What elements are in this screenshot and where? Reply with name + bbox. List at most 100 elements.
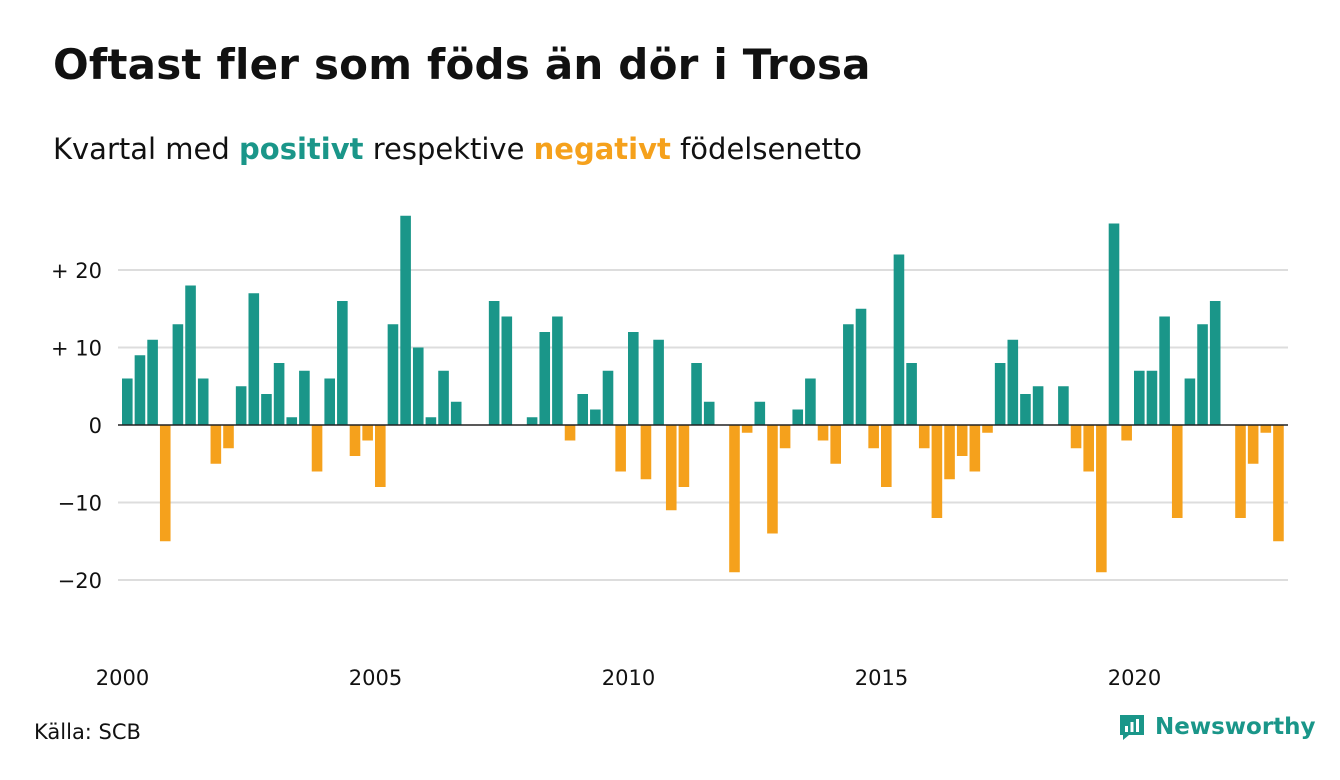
bar-positive <box>539 332 551 425</box>
bar-positive <box>1058 386 1069 425</box>
bar-negative <box>665 425 677 511</box>
bar-positive <box>1108 223 1120 425</box>
bar-positive <box>172 324 184 425</box>
bar-positive <box>552 316 563 425</box>
bar-negative <box>1070 425 1082 449</box>
bar-negative <box>1171 425 1183 518</box>
brand-name: Newsworthy <box>1155 714 1316 740</box>
bar-negative <box>640 425 652 480</box>
bar-positive <box>387 324 399 425</box>
x-tick-label: 2000 <box>96 666 149 690</box>
bar-positive <box>590 409 601 425</box>
x-tick-label: 2020 <box>1108 666 1161 690</box>
bar-negative <box>362 425 373 441</box>
x-tick-label: 2015 <box>855 666 908 690</box>
bar-negative <box>223 425 234 449</box>
y-tick-label: −20 <box>58 569 102 593</box>
bar-negative <box>918 425 930 449</box>
y-tick-label: 0 <box>89 414 102 438</box>
bar-positive <box>893 254 905 425</box>
bar-negative <box>767 425 778 534</box>
source-note: Källa: SCB <box>34 720 141 744</box>
subtitle-prefix: Kvartal med <box>53 132 240 166</box>
y-tick-label: + 20 <box>51 259 102 283</box>
bar-negative <box>1083 425 1094 472</box>
bar-negative <box>1096 425 1107 573</box>
bar-negative <box>969 425 981 472</box>
bar-negative <box>931 425 943 518</box>
bar-negative <box>868 425 879 449</box>
bar-positive <box>691 363 702 425</box>
subtitle-positive-word: positivt <box>239 132 364 166</box>
bar-positive <box>628 332 639 425</box>
bar-positive <box>1197 324 1208 425</box>
bar-positive <box>703 401 715 425</box>
bar-positive <box>1159 316 1170 425</box>
bar-positive <box>805 378 816 425</box>
bar-positive <box>185 285 196 425</box>
bar-positive <box>197 378 209 425</box>
bar-positive <box>501 316 513 425</box>
bar-positive <box>1184 378 1196 425</box>
bar-negative <box>741 425 753 433</box>
subtitle-middle: respektive <box>363 132 534 166</box>
bar-positive <box>653 339 664 425</box>
bar-positive <box>906 363 917 425</box>
bar-positive <box>792 409 804 425</box>
bar-positive <box>1032 386 1044 425</box>
bar-negative <box>159 425 171 542</box>
subtitle-negative-word: negativt <box>533 132 671 166</box>
grid-lines <box>118 269 1288 581</box>
bar-negative <box>564 425 576 441</box>
bar-negative <box>1247 425 1259 464</box>
subtitle-suffix: födelsenetto <box>670 132 862 166</box>
bar-positive <box>324 378 335 425</box>
bar-positive <box>286 417 298 425</box>
bars <box>122 215 1284 573</box>
x-axis-labels: 2000 2005 2010 2015 2020 <box>96 666 1161 690</box>
bar-negative <box>982 425 993 433</box>
bar-positive <box>488 301 500 425</box>
bar-positive <box>248 293 260 425</box>
bar-positive <box>147 339 158 425</box>
bar-positive <box>754 401 766 425</box>
bar-positive <box>261 394 272 425</box>
y-tick-label: + 10 <box>51 337 102 361</box>
bar-positive <box>1146 370 1158 425</box>
bar-positive <box>577 394 588 425</box>
bar-negative <box>311 425 323 472</box>
chart-subtitle: Kvartal med positivt respektive negativt… <box>53 132 862 166</box>
bar-negative <box>678 425 690 487</box>
bar-positive <box>843 324 854 425</box>
brand-logo[interactable]: Newsworthy <box>1117 712 1316 742</box>
bar-positive <box>1007 339 1019 425</box>
bar-positive <box>450 401 462 425</box>
bar-positive <box>526 417 538 425</box>
chart-title: Oftast fler som föds än dör i Trosa <box>53 40 871 89</box>
x-tick-label: 2010 <box>602 666 655 690</box>
bar-positive <box>1134 370 1145 425</box>
bar-negative <box>779 425 791 449</box>
bar-negative <box>349 425 361 456</box>
bar-positive <box>235 386 247 425</box>
bar-positive <box>855 308 867 425</box>
y-axis-labels: + 20 + 10 0 −10 −20 <box>51 259 102 593</box>
bar-positive <box>299 370 310 425</box>
bar-negative <box>881 425 892 487</box>
bar-negative <box>956 425 968 456</box>
bar-negative <box>1260 425 1272 433</box>
x-tick-label: 2005 <box>349 666 402 690</box>
bar-positive <box>1020 394 1031 425</box>
bar-positive <box>602 370 614 425</box>
bar-negative <box>830 425 841 464</box>
bar-negative <box>210 425 222 464</box>
bar-negative <box>1121 425 1132 441</box>
bar-negative <box>1273 425 1284 542</box>
bar-positive <box>425 417 437 425</box>
newsworthy-logo-icon <box>1120 715 1144 740</box>
bar-positive <box>438 370 449 425</box>
bar-negative <box>944 425 955 480</box>
bar-positive <box>994 363 1006 425</box>
bar-positive <box>273 363 285 425</box>
